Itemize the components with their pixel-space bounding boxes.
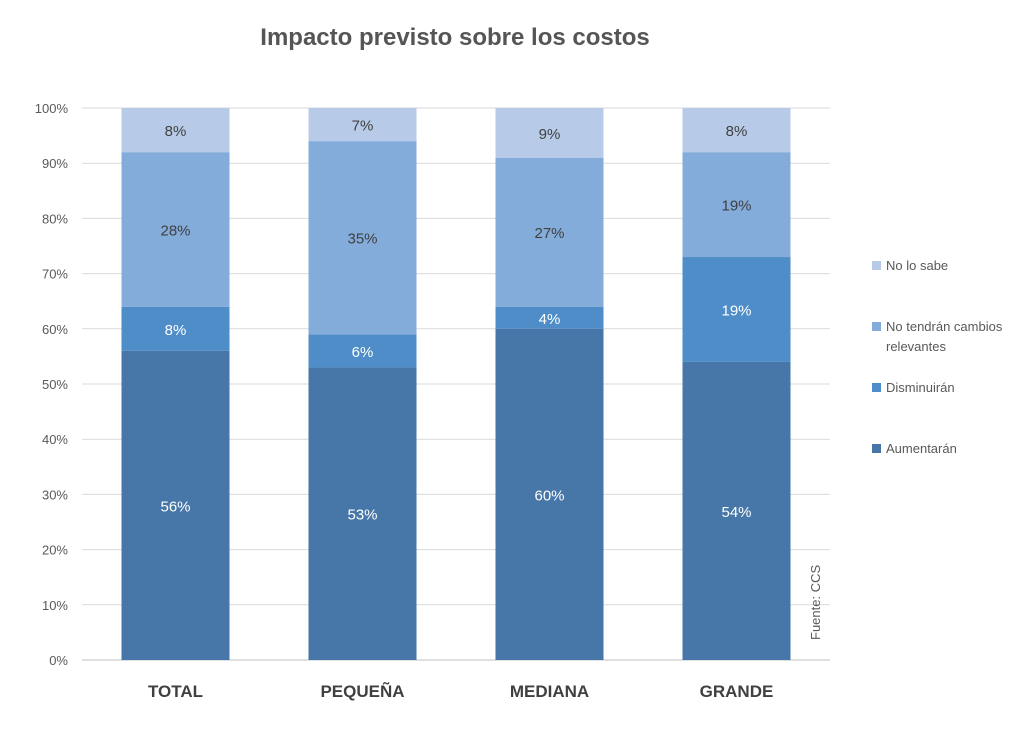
bar-segment: [682, 152, 791, 258]
y-tick-label: 100%: [35, 101, 69, 116]
data-label: 8%: [726, 123, 748, 140]
bar-segment: [682, 257, 791, 362]
bar-segment: [121, 350, 230, 660]
bar-segment: [121, 306, 230, 351]
bar-segment: [495, 306, 604, 329]
y-tick-label: 90%: [42, 156, 68, 171]
bar-segment: [682, 108, 791, 153]
x-axis: TOTAL PEQUEÑA MEDIANA GRANDE: [148, 681, 773, 701]
data-label: 60%: [534, 487, 564, 504]
y-tick-label: 30%: [42, 487, 68, 502]
legend-swatch: [872, 261, 881, 270]
y-tick-label: 20%: [42, 543, 68, 558]
bar-segment: [121, 152, 230, 307]
y-tick-label: 60%: [42, 322, 68, 337]
bar-segment: [682, 361, 791, 660]
x-tick-label: TOTAL: [148, 682, 203, 701]
data-label: 4%: [539, 311, 561, 328]
legend-label: No lo sabe: [886, 258, 948, 273]
data-label: 6%: [352, 344, 374, 361]
bar-segment: [308, 141, 417, 335]
data-label: 8%: [165, 322, 187, 339]
data-label: 7%: [352, 118, 374, 135]
x-tick-label: GRANDE: [700, 682, 774, 701]
bar-segment: [495, 108, 604, 158]
y-tick-label: 80%: [42, 211, 68, 226]
source-note: Fuente: CCS: [808, 565, 823, 640]
y-tick-label: 40%: [42, 432, 68, 447]
data-label: 19%: [721, 302, 751, 319]
bars: 56% 8% 28% 8% 53% 6% 35% 7% 60% 4% 27% 9% 54% 19% 19% 8…: [121, 108, 791, 660]
legend-swatch: [872, 444, 881, 453]
data-label: 27%: [534, 225, 564, 242]
y-tick-label: 10%: [42, 598, 68, 613]
bar-segment: [495, 157, 604, 307]
bar-segment: [308, 367, 417, 660]
data-label: 8%: [165, 123, 187, 140]
data-label: 56%: [160, 498, 190, 515]
bar-segment: [121, 108, 230, 153]
y-axis: 0% 10% 20% 30% 40% 50% 60% 70% 80% 90% 100%: [35, 101, 69, 668]
y-tick-label: 70%: [42, 267, 68, 282]
y-tick-label: 0%: [49, 653, 68, 668]
x-tick-label: PEQUEÑA: [320, 681, 404, 701]
data-label: 54%: [721, 504, 751, 521]
data-label: 28%: [160, 222, 190, 239]
bar-segment: [308, 108, 417, 142]
data-label: 19%: [721, 198, 751, 215]
data-label: 9%: [539, 126, 561, 143]
y-tick-label: 50%: [42, 377, 68, 392]
legend-swatch: [872, 383, 881, 392]
legend: No lo sabe No tendrán cambios relevantes Di…: [872, 258, 1003, 456]
legend-swatch: [872, 322, 881, 331]
legend-label: Aumentarán: [886, 441, 957, 456]
x-tick-label: MEDIANA: [510, 682, 589, 701]
bar-segment: [308, 334, 417, 368]
data-label: 35%: [347, 231, 377, 248]
data-label: 53%: [347, 507, 377, 524]
bar-segment: [495, 328, 604, 660]
legend-label: Disminuirán: [886, 380, 955, 395]
chart-title: Impacto previsto sobre los costos: [260, 24, 649, 51]
legend-label: No tendrán cambios relevantes: [886, 319, 1003, 354]
